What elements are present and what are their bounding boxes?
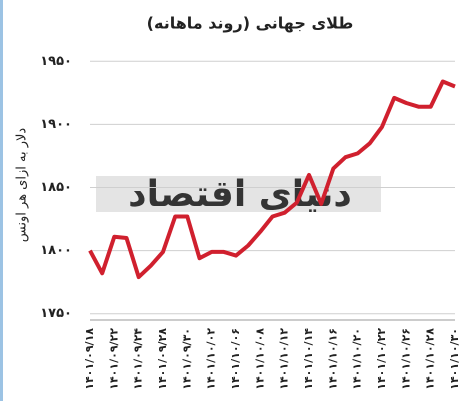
y-tick-label: ۱۹۵۰ bbox=[40, 54, 72, 69]
x-tick-label: ۱۴۰۱/۱۰/۲۸ bbox=[424, 328, 437, 390]
x-tick-label: ۱۴۰۱/۱۰/۲۲ bbox=[375, 328, 388, 390]
x-tick-label: ۱۴۰۱/۰۹/۱۸ bbox=[83, 328, 96, 390]
x-tick-label: ۱۴۰۱/۰۹/۲۲ bbox=[107, 328, 120, 390]
x-tick-label: ۱۴۰۱/۰۹/۲۴ bbox=[132, 328, 145, 390]
x-tick-label: ۱۴۰۱/۱۰/۲۰ bbox=[351, 328, 364, 390]
x-tick-label: ۱۴۰۱/۰۹/۲۸ bbox=[156, 328, 169, 390]
x-tick-label: ۱۴۰۱/۱۰/۲۶ bbox=[399, 328, 412, 390]
x-tick-label: ۱۴۰۱/۱۰/۰۲ bbox=[205, 328, 218, 390]
left-border bbox=[0, 0, 3, 401]
y-tick-label: ۱۷۵۰ bbox=[40, 306, 72, 321]
y-tick-label: ۱۸۵۰ bbox=[40, 180, 72, 195]
watermark-band bbox=[96, 176, 381, 212]
line bbox=[88, 79, 456, 280]
chart-title: طلای جهانی (روند ماهانه) bbox=[147, 14, 354, 33]
x-tick-label: ۱۴۰۱/۱۰/۰۶ bbox=[229, 328, 242, 390]
x-tick-label: ۱۴۰۱/۰۹/۳۰ bbox=[180, 328, 193, 390]
x-tick-label: ۱۴۰۱/۱۰/۱۲ bbox=[278, 328, 291, 390]
watermark: دنیای اقتصاد bbox=[128, 174, 352, 215]
y-tick-label: ۱۸۰۰ bbox=[40, 243, 72, 258]
y-tick-label: ۱۹۰۰ bbox=[40, 117, 72, 132]
x-tick-label: ۱۴۰۱/۱۰/۱۴ bbox=[302, 328, 315, 390]
x-tick-label: ۱۴۰۱/۱۰/۳۰ bbox=[448, 328, 461, 390]
x-tick-label: ۱۴۰۱/۱۰/۱۶ bbox=[326, 328, 339, 390]
y-axis-label: دلار به ازای هر اونس bbox=[15, 128, 30, 243]
x-tick-label: ۱۴۰۱/۱۰/۰۸ bbox=[253, 328, 266, 390]
